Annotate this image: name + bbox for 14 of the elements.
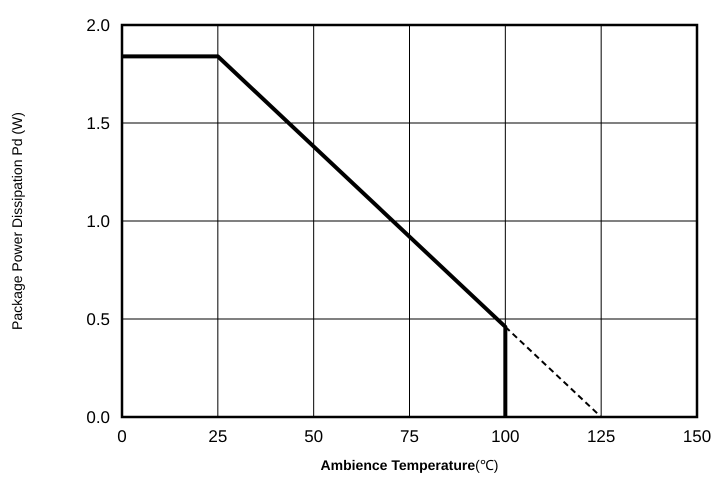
x-tick-label: 100: [491, 427, 520, 446]
x-tick-label: 50: [304, 427, 324, 446]
y-tick-label: 2.0: [86, 16, 110, 35]
x-tick-label: 0: [117, 427, 127, 446]
y-tick-label: 1.5: [86, 114, 110, 133]
x-tick-label: 125: [586, 427, 616, 446]
x-tick-label: 150: [682, 427, 712, 446]
x-tick-label: 75: [400, 427, 419, 446]
y-axis-title: Package Power Dissipation Pd (W): [9, 112, 25, 330]
x-tick-label: 25: [208, 427, 228, 446]
y-tick-label: 0.0: [86, 408, 110, 427]
y-tick-label: 0.5: [86, 310, 110, 329]
x-axis-title: Ambience Temperature(℃): [320, 457, 498, 473]
y-tick-label: 1.0: [86, 212, 110, 231]
